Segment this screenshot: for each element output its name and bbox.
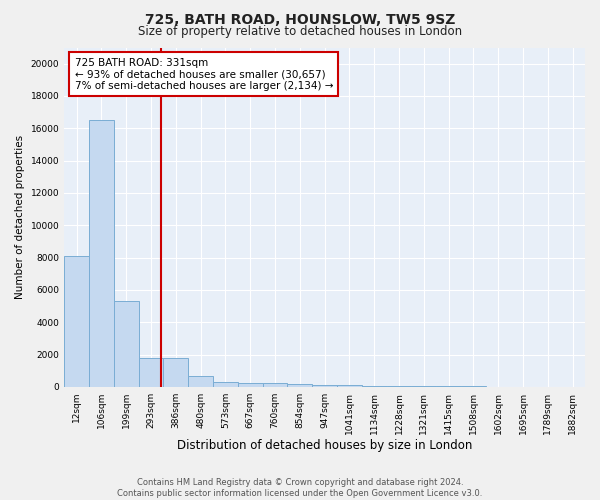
Bar xyxy=(114,302,139,387)
Bar xyxy=(362,386,386,387)
Bar xyxy=(163,358,188,387)
Bar xyxy=(412,386,436,387)
Bar xyxy=(188,376,213,387)
Bar xyxy=(436,386,461,387)
Bar xyxy=(461,386,486,387)
Bar xyxy=(263,384,287,387)
Bar xyxy=(89,120,114,387)
Text: Size of property relative to detached houses in London: Size of property relative to detached ho… xyxy=(138,25,462,38)
Bar xyxy=(238,383,263,387)
Text: 725, BATH ROAD, HOUNSLOW, TW5 9SZ: 725, BATH ROAD, HOUNSLOW, TW5 9SZ xyxy=(145,12,455,26)
Text: 725 BATH ROAD: 331sqm
← 93% of detached houses are smaller (30,657)
7% of semi-d: 725 BATH ROAD: 331sqm ← 93% of detached … xyxy=(74,58,333,91)
Bar xyxy=(287,384,312,387)
Bar xyxy=(312,384,337,387)
Bar xyxy=(337,385,362,387)
Bar xyxy=(213,382,238,387)
Bar xyxy=(139,358,163,387)
Bar xyxy=(64,256,89,387)
Bar xyxy=(386,386,412,387)
Y-axis label: Number of detached properties: Number of detached properties xyxy=(15,135,25,300)
Text: Contains HM Land Registry data © Crown copyright and database right 2024.
Contai: Contains HM Land Registry data © Crown c… xyxy=(118,478,482,498)
X-axis label: Distribution of detached houses by size in London: Distribution of detached houses by size … xyxy=(177,440,472,452)
